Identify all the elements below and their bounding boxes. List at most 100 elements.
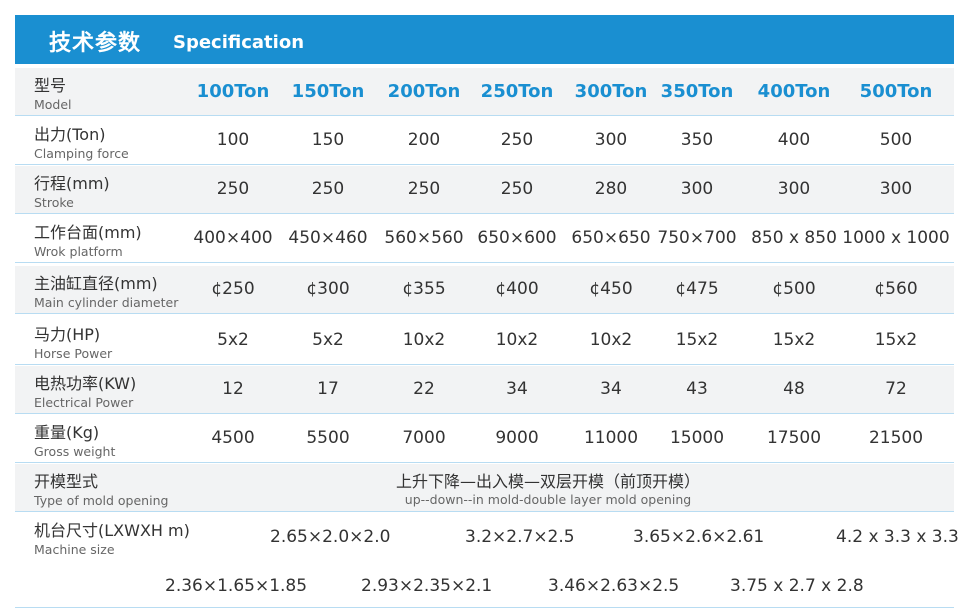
row-label: 行程(mm) Stroke [34, 170, 110, 210]
mold-opening-value: 上升下降—出入模—双层开模（前顶开模） up--down--in mold-dou… [396, 468, 700, 507]
table-cell: 15x2 [675, 330, 719, 350]
table-row [15, 215, 954, 262]
row-label-en: Gross weight [34, 444, 116, 459]
table-cell: 250 [311, 179, 345, 199]
table-cell: ¢500 [772, 279, 816, 299]
table-cell: 450×460 [288, 228, 368, 248]
table-cell: ¢300 [306, 279, 350, 299]
table-row [15, 317, 954, 364]
row-divider [15, 313, 954, 314]
row-label-cn: 主油缸直径(mm) [34, 274, 158, 293]
mold-opening-cn: 上升下降—出入模—双层开模（前顶开模） [395, 472, 701, 491]
row-label: 型号 Model [34, 72, 72, 112]
row-label-en: Model [34, 97, 72, 112]
row-label-cn: 开模型式 [34, 472, 99, 491]
table-cell: 350 [680, 130, 714, 150]
row-label: 马力(HP) Horse Power [34, 321, 112, 361]
row-label-cn: 出力(Ton) [34, 125, 106, 144]
machine-size-value: 2.93×2.35×2.1 [361, 576, 493, 596]
row-label-en: Clamping force [34, 146, 129, 161]
table-cell: 34 [600, 379, 622, 399]
machine-size-value: 3.65×2.6×2.61 [633, 527, 765, 547]
row-label-cn: 马力(HP) [34, 325, 101, 344]
table-cell: 250 [500, 179, 534, 199]
table-cell: 650×650 [571, 228, 651, 248]
table-cell: 5500 [306, 428, 350, 448]
table-cell: 250 [500, 130, 534, 150]
table-row [15, 266, 954, 313]
table-cell: 10x2 [495, 330, 539, 350]
row-label: 电热功率(KW) Electrical Power [34, 370, 136, 410]
row-divider [15, 364, 954, 365]
table-cell: 300 [879, 179, 913, 199]
machine-size-value: 3.75 x 2.7 x 2.8 [730, 576, 864, 596]
table-row [15, 166, 954, 213]
table-cell: 750×700 [657, 228, 737, 248]
table-cell: 10x2 [589, 330, 633, 350]
model-header-cell: 250Ton [480, 81, 554, 102]
row-divider [15, 164, 954, 165]
row-divider [15, 262, 954, 263]
table-cell: ¢560 [874, 279, 918, 299]
row-label-cn: 重量(Kg) [34, 423, 100, 442]
table-row [15, 68, 954, 115]
table-cell: 43 [686, 379, 708, 399]
row-divider [15, 413, 954, 414]
table-cell: 72 [885, 379, 907, 399]
table-cell: 5x2 [217, 330, 249, 350]
row-divider [15, 607, 954, 608]
row-label-en: Electrical Power [34, 395, 134, 410]
table-cell: 560×560 [384, 228, 464, 248]
model-header-cell: 200Ton [387, 81, 461, 102]
row-label-cn: 型号 [34, 76, 67, 95]
machine-size-value: 3.46×2.63×2.5 [548, 576, 680, 596]
table-cell: 150 [311, 130, 345, 150]
banner-title-cn: 技术参数 [49, 31, 142, 56]
table-cell: 9000 [495, 428, 539, 448]
table-row-size [15, 513, 954, 608]
row-divider [15, 115, 954, 116]
table-cell: 200 [407, 130, 441, 150]
row-label-en: Horse Power [34, 346, 113, 361]
table-cell: 500 [879, 130, 913, 150]
table-cell: 300 [680, 179, 714, 199]
table-cell: 12 [222, 379, 244, 399]
row-label: 重量(Kg) Gross weight [34, 419, 115, 459]
model-header-cell: 150Ton [291, 81, 365, 102]
table-cell: 300 [594, 130, 628, 150]
row-label-cn: 行程(mm) [34, 174, 110, 193]
row-label-en: Stroke [34, 195, 74, 210]
table-cell: 280 [594, 179, 628, 199]
table-cell: 250 [216, 179, 250, 199]
table-cell: 48 [783, 379, 805, 399]
table-cell: ¢355 [402, 279, 446, 299]
banner-title-en: Specification [173, 32, 305, 53]
table-cell: 1000 x 1000 [842, 228, 950, 248]
machine-size-value: 4.2 x 3.3 x 3.3 [836, 527, 959, 547]
row-label-cn: 工作台面(mm) [34, 223, 142, 242]
table-cell: 21500 [868, 428, 924, 448]
row-label-en: Main cylinder diameter [34, 295, 179, 310]
row-label-cn: 机台尺寸(LXWXH m) [34, 521, 190, 540]
table-row [15, 366, 954, 413]
table-row [15, 117, 954, 164]
table-cell: 10x2 [402, 330, 446, 350]
machine-size-value: 2.36×1.65×1.85 [165, 576, 308, 596]
table-cell: ¢400 [495, 279, 539, 299]
table-cell: 15x2 [874, 330, 918, 350]
model-header-cell: 350Ton [660, 81, 734, 102]
table-cell: 5x2 [312, 330, 344, 350]
row-label-en: Type of mold opening [34, 493, 169, 508]
row-label-en: Wrok platform [34, 244, 123, 259]
row-label: 工作台面(mm) Wrok platform [34, 219, 142, 259]
row-label: 出力(Ton) Clamping force [34, 121, 129, 161]
table-cell: 850 x 850 [751, 228, 837, 248]
mold-opening-en: up--down--in mold-double layer mold open… [404, 492, 692, 507]
row-divider [15, 511, 954, 512]
table-cell: 300 [777, 179, 811, 199]
table-cell: ¢475 [675, 279, 719, 299]
model-header-cell: 500Ton [859, 81, 933, 102]
table-cell: 22 [413, 379, 435, 399]
table-cell: 11000 [583, 428, 639, 448]
table-row [15, 415, 954, 462]
